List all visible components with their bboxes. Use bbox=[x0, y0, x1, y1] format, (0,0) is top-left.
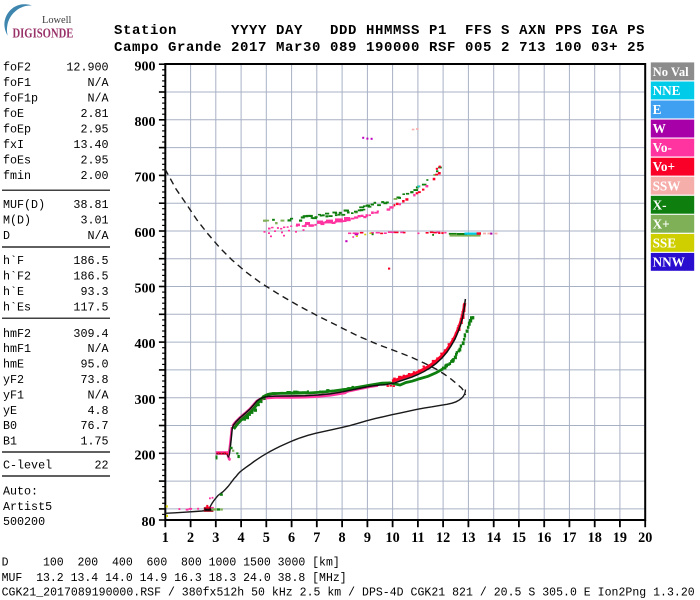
svg-text:fxI: fxI bbox=[3, 138, 24, 152]
svg-text:SSE: SSE bbox=[653, 236, 677, 251]
svg-text:9: 9 bbox=[364, 530, 371, 546]
svg-text:Campo Grande 2017 Mar30 089 19: Campo Grande 2017 Mar30 089 190000 RSF 0… bbox=[114, 40, 645, 56]
svg-text:hmE: hmE bbox=[3, 358, 24, 372]
svg-text:B0: B0 bbox=[3, 419, 17, 433]
svg-text:8: 8 bbox=[339, 530, 346, 546]
svg-text:Vo+: Vo+ bbox=[653, 159, 675, 174]
svg-text:h`Es: h`Es bbox=[3, 301, 31, 315]
svg-text:D: D bbox=[3, 229, 10, 243]
svg-text:186.5: 186.5 bbox=[73, 270, 108, 284]
svg-text:4.8: 4.8 bbox=[87, 404, 108, 418]
svg-text:18: 18 bbox=[588, 530, 602, 546]
svg-text:fmin: fmin bbox=[3, 169, 31, 183]
svg-text:12: 12 bbox=[436, 530, 450, 546]
svg-text:500200: 500200 bbox=[3, 515, 45, 529]
svg-text:foF2: foF2 bbox=[3, 61, 31, 75]
svg-text:80: 80 bbox=[142, 515, 156, 530]
svg-text:D 100 200 400 600 800: D 100 200 400 600 800 1000 1500 3000 [km… bbox=[2, 556, 340, 569]
svg-text:SSW: SSW bbox=[653, 178, 681, 193]
svg-text:No Val: No Val bbox=[653, 65, 690, 79]
svg-text:1: 1 bbox=[162, 530, 169, 546]
svg-text:N/A: N/A bbox=[87, 342, 109, 356]
svg-text:4: 4 bbox=[238, 530, 245, 546]
svg-text:N/A: N/A bbox=[87, 76, 109, 90]
svg-text:12.900: 12.900 bbox=[66, 61, 108, 75]
svg-text:Lowell: Lowell bbox=[42, 15, 72, 26]
svg-text:900: 900 bbox=[135, 59, 156, 74]
svg-text:Vo-: Vo- bbox=[653, 140, 672, 155]
svg-text:5: 5 bbox=[263, 530, 270, 546]
svg-text:3.01: 3.01 bbox=[80, 214, 108, 228]
svg-text:22: 22 bbox=[94, 459, 108, 473]
svg-text:73.8: 73.8 bbox=[80, 373, 108, 387]
svg-text:2.81: 2.81 bbox=[80, 107, 108, 121]
svg-text:M(D): M(D) bbox=[3, 214, 31, 228]
svg-text:DIGISONDE: DIGISONDE bbox=[13, 25, 74, 41]
svg-text:h`F2: h`F2 bbox=[3, 270, 31, 284]
svg-text:yF1: yF1 bbox=[3, 388, 24, 402]
svg-text:foF1p: foF1p bbox=[3, 92, 38, 106]
svg-text:foE: foE bbox=[3, 107, 24, 121]
svg-text:foEp: foEp bbox=[3, 123, 31, 137]
svg-text:3: 3 bbox=[212, 530, 219, 546]
svg-text:MUF(D): MUF(D) bbox=[3, 198, 45, 212]
svg-text:14: 14 bbox=[487, 530, 501, 546]
svg-text:B1: B1 bbox=[3, 435, 17, 449]
svg-text:2: 2 bbox=[187, 530, 194, 546]
svg-text:2.95: 2.95 bbox=[80, 123, 108, 137]
svg-text:1.75: 1.75 bbox=[80, 435, 108, 449]
svg-text:300: 300 bbox=[135, 393, 156, 408]
svg-text:Artist5: Artist5 bbox=[3, 500, 52, 514]
svg-text:NNE: NNE bbox=[653, 83, 681, 98]
svg-text:foEs: foEs bbox=[3, 154, 31, 168]
svg-text:117.5: 117.5 bbox=[73, 301, 108, 315]
svg-text:16: 16 bbox=[537, 530, 551, 546]
svg-text:19: 19 bbox=[613, 530, 627, 546]
svg-text:foF1: foF1 bbox=[3, 76, 31, 90]
svg-text:X-: X- bbox=[653, 197, 667, 212]
svg-text:600: 600 bbox=[135, 226, 156, 241]
svg-text:17: 17 bbox=[562, 530, 576, 546]
svg-text:11: 11 bbox=[411, 530, 424, 546]
svg-text:X+: X+ bbox=[653, 216, 670, 231]
svg-text:N/A: N/A bbox=[87, 229, 109, 243]
svg-text:500: 500 bbox=[135, 282, 156, 297]
svg-text:E: E bbox=[653, 102, 662, 117]
svg-text:hmF1: hmF1 bbox=[3, 342, 31, 356]
svg-text:Auto:: Auto: bbox=[3, 485, 38, 499]
svg-text:93.3: 93.3 bbox=[80, 285, 108, 299]
svg-text:200: 200 bbox=[135, 448, 156, 463]
svg-text:309.4: 309.4 bbox=[73, 327, 108, 341]
svg-text:N/A: N/A bbox=[87, 92, 109, 106]
svg-text:10: 10 bbox=[386, 530, 400, 546]
svg-text:h`F: h`F bbox=[3, 254, 24, 268]
svg-text:13: 13 bbox=[461, 530, 475, 546]
svg-text:2.00: 2.00 bbox=[80, 169, 108, 183]
svg-text:W: W bbox=[653, 121, 666, 136]
svg-text:700: 700 bbox=[135, 171, 156, 186]
svg-text:6: 6 bbox=[288, 530, 295, 546]
svg-text:Station YYYY DAY DDD HH: Station YYYY DAY DDD HHMMSS P1 FFS S AXN… bbox=[114, 23, 645, 39]
svg-text:N/A: N/A bbox=[87, 388, 109, 402]
svg-text:15: 15 bbox=[512, 530, 526, 546]
svg-text:h`E: h`E bbox=[3, 285, 24, 299]
svg-text:NNW: NNW bbox=[653, 255, 685, 270]
svg-text:CGK21_2017089190000.RSF / 380f: CGK21_2017089190000.RSF / 380fx512h 50 k… bbox=[2, 586, 695, 599]
svg-text:MUF 13.2 13.4 14.0 14.9 16.3: MUF 13.2 13.4 14.0 14.9 16.3 18.3 24.0 3… bbox=[2, 572, 347, 585]
svg-text:400: 400 bbox=[135, 337, 156, 352]
svg-text:186.5: 186.5 bbox=[73, 254, 108, 268]
svg-text:95.0: 95.0 bbox=[80, 358, 108, 372]
svg-text:yF2: yF2 bbox=[3, 373, 24, 387]
svg-text:2.95: 2.95 bbox=[80, 154, 108, 168]
svg-text:13.40: 13.40 bbox=[73, 138, 108, 152]
svg-text:hmF2: hmF2 bbox=[3, 327, 31, 341]
svg-text:800: 800 bbox=[135, 115, 156, 130]
svg-text:7: 7 bbox=[313, 530, 320, 546]
svg-text:C-level: C-level bbox=[3, 459, 52, 473]
svg-text:20: 20 bbox=[638, 530, 652, 546]
svg-text:76.7: 76.7 bbox=[80, 419, 108, 433]
svg-text:38.81: 38.81 bbox=[73, 198, 108, 212]
svg-text:yE: yE bbox=[3, 404, 17, 418]
